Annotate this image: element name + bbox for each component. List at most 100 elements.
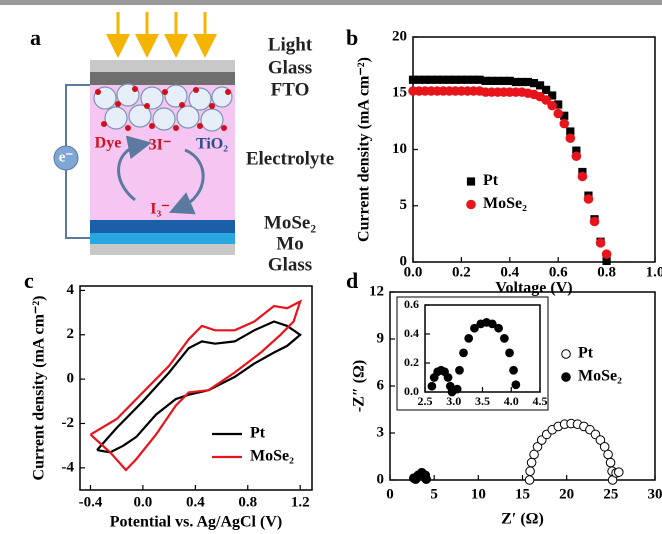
layer-label: Glass [268, 57, 312, 78]
plot-frame [413, 37, 655, 262]
x-tick-label: 10 [471, 486, 486, 502]
y-axis-label: Current density (mA cm⁻²) [31, 296, 48, 481]
point [460, 349, 468, 357]
x-tick-label: 0.2 [452, 264, 471, 280]
y-tick-label: 20 [392, 28, 407, 44]
x-tick-label: 0.8 [238, 494, 257, 510]
y-tick-label: 9 [377, 330, 385, 346]
y-tick-label: 0.0 [404, 384, 419, 398]
glass-layer [90, 60, 235, 72]
layer-label: Glass [268, 254, 312, 275]
point [560, 119, 569, 128]
y-tick-label: 2 [67, 326, 75, 342]
x-tick-label: 0 [386, 486, 394, 502]
line-series [97, 322, 300, 453]
x-tick-label: 1.2 [291, 494, 310, 510]
ion-label: I₃⁻ [150, 201, 169, 218]
light-arrows [118, 12, 205, 46]
legend-label: MoSe₂ [578, 368, 622, 385]
legend-swatch [562, 373, 571, 382]
legend-label: Pt [483, 172, 499, 189]
point [512, 381, 520, 389]
mose2-layer [90, 220, 235, 233]
point [422, 475, 431, 484]
point [453, 385, 461, 393]
point [548, 101, 557, 110]
y-tick-label: -4 [62, 459, 75, 475]
layer-label: FTO [271, 79, 310, 100]
y-tick-label: 15 [392, 85, 407, 101]
legend-swatch [467, 178, 474, 185]
line-series [91, 302, 301, 471]
x-axis-label: Voltage (V) [495, 280, 572, 297]
x-tick-label: 3.5 [475, 394, 490, 408]
x-tick-label: 0.4 [186, 494, 205, 510]
dye-label: Dye [95, 135, 122, 152]
y-axis-label: -Z″ (Ω) [351, 360, 368, 412]
top-rule [0, 0, 662, 5]
point [596, 239, 605, 248]
legend-swatch [467, 200, 476, 209]
x-axis-label: Z′ (Ω) [501, 511, 544, 528]
layer-label: Light [268, 34, 313, 55]
tio2-label: TiO₂ [196, 136, 228, 153]
y-tick-label: 0 [67, 371, 75, 387]
x-tick-label: 2.5 [418, 394, 433, 408]
point [614, 468, 623, 477]
mo-layer [90, 233, 235, 244]
point [572, 152, 581, 161]
legend-label: MoSe₂ [250, 448, 294, 465]
y-tick-label: 6 [377, 377, 385, 393]
y-tick-label: 12 [369, 283, 384, 299]
x-tick-label: 0.8 [597, 264, 616, 280]
glass-layer [90, 244, 235, 255]
x-tick-label: 4.0 [504, 394, 519, 408]
point [606, 458, 615, 467]
point [428, 382, 436, 390]
point [465, 334, 473, 342]
x-tick-label: 0.6 [549, 264, 568, 280]
layer-label: MoSe₂ [264, 212, 316, 233]
panel-label: d [346, 268, 358, 293]
y-tick-label: 0 [400, 253, 408, 269]
y-tick-label: 0 [377, 471, 385, 487]
x-tick-label: -0.4 [79, 494, 103, 510]
point [584, 195, 593, 204]
point [602, 250, 611, 259]
point [554, 109, 563, 118]
y-tick-label: 10 [392, 141, 407, 157]
y-tick-label: 5 [400, 197, 408, 213]
figure: a e⁻ Dye 3I⁻ TiO₂ I₃⁻ Light Glass [0, 0, 662, 534]
layer-label: Mo [276, 233, 303, 254]
point [526, 467, 535, 476]
point [495, 324, 503, 332]
ion-label: 3I⁻ [149, 137, 172, 154]
fto-layer [90, 72, 235, 85]
x-tick-label: 30 [648, 486, 662, 502]
point [566, 134, 575, 143]
panel-label: c [24, 268, 34, 293]
point [500, 334, 508, 342]
x-tick-label: 20 [559, 486, 574, 502]
legend-label: Pt [250, 425, 266, 442]
y-tick-label: 3 [377, 424, 385, 440]
x-tick-label: 4.5 [533, 394, 548, 408]
x-tick-label: 1.0 [646, 264, 662, 280]
x-tick-label: 5 [430, 486, 438, 502]
point [444, 374, 452, 382]
x-axis-label: Potential vs. Ag/AgCl (V) [110, 514, 282, 531]
schematic: a e⁻ Dye 3I⁻ TiO₂ I₃⁻ Light Glass [30, 12, 334, 275]
legend-swatch [562, 350, 571, 359]
point [525, 476, 534, 485]
legend-label: Pt [578, 345, 594, 362]
y-tick-label: -2 [62, 415, 75, 431]
panel-label: b [346, 25, 358, 50]
y-tick-label: 0.4 [404, 326, 419, 340]
legend-label: MoSe₂ [483, 195, 527, 212]
x-tick-label: 0.4 [500, 264, 519, 280]
point [456, 366, 464, 374]
y-tick-label: 0.2 [404, 355, 419, 369]
